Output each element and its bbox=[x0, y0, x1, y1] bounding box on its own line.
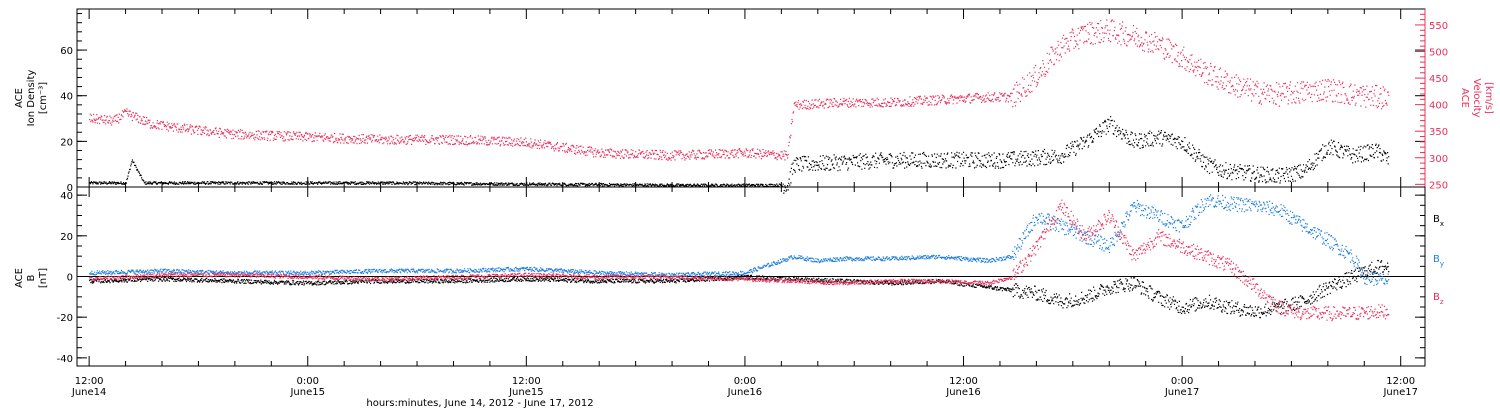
x-axis-title: hours:minutes, June 14, 2012 - June 17, … bbox=[366, 398, 593, 409]
ion-density-series bbox=[89, 116, 1390, 194]
velocity-series-points bbox=[89, 19, 1390, 161]
x-tick-label-time: 12:00 bbox=[512, 376, 541, 387]
legend-bz: Bz bbox=[1433, 292, 1444, 306]
y-tick-label-right: 300 bbox=[1429, 154, 1448, 165]
y-tick-label-bottom: 0 bbox=[67, 273, 73, 284]
y-tick-label-right: 500 bbox=[1429, 48, 1448, 59]
y-axis-title-bottom-2: [nT] bbox=[38, 268, 49, 288]
x-axis: 12:00June140:00June1512:00June150:00June… bbox=[71, 9, 1418, 398]
y-axis-title-bottom-0: ACE bbox=[14, 268, 25, 288]
y-tick-label-bottom: -40 bbox=[57, 354, 73, 365]
x-tick-label-time: 12:00 bbox=[75, 376, 104, 387]
y-tick-label-bottom: 40 bbox=[60, 191, 73, 202]
y-axis-title-bottom-1: B bbox=[26, 274, 37, 281]
y-axis-title-left-0: ACE bbox=[14, 88, 25, 108]
x-tick-label-time: 0:00 bbox=[297, 376, 319, 387]
y-tick-label-left: 60 bbox=[60, 46, 73, 57]
ion-density-series-points bbox=[89, 116, 1390, 194]
y-tick-label-right: 400 bbox=[1429, 101, 1448, 112]
y-tick-label-bottom: -20 bbox=[57, 313, 73, 324]
x-tick-label-date: June17 bbox=[1164, 387, 1200, 398]
x-tick-label-time: 0:00 bbox=[734, 376, 756, 387]
legend-bx: Bx bbox=[1433, 214, 1444, 228]
x-tick-label-date: June14 bbox=[71, 387, 107, 398]
x-tick-label-date: June17 bbox=[1382, 387, 1418, 398]
bx-series-points bbox=[89, 259, 1390, 319]
y-tick-label-left: 20 bbox=[60, 137, 73, 148]
by-series-points bbox=[89, 194, 1390, 286]
x-tick-label-time: 0:00 bbox=[1171, 376, 1193, 387]
x-tick-label-date: June15 bbox=[508, 387, 544, 398]
x-tick-label-time: 12:00 bbox=[949, 376, 978, 387]
y-tick-label-left: 40 bbox=[60, 92, 73, 103]
y-axis-title-left-1: Ion Density bbox=[26, 70, 37, 127]
x-tick-label-date: June15 bbox=[289, 387, 325, 398]
by-series bbox=[89, 194, 1390, 286]
x-tick-label-date: June16 bbox=[945, 387, 981, 398]
y-axis-title-right-1: Velocity bbox=[1471, 78, 1482, 117]
y-tick-label-right: 450 bbox=[1429, 74, 1448, 85]
y-tick-label-right: 350 bbox=[1429, 127, 1448, 138]
y-axis-title-left-2: [cm⁻³] bbox=[38, 82, 49, 114]
y-axis-title-right-0: ACE bbox=[1459, 88, 1470, 108]
x-tick-label-time: 12:00 bbox=[1386, 376, 1415, 387]
bottom-panel: -40 -20 0 20 40 ACE B [nT] Bx By Bz bbox=[14, 186, 1444, 367]
legend-by: By bbox=[1433, 254, 1444, 268]
top-panel-frame bbox=[76, 8, 1426, 188]
y-tick-label-right: 550 bbox=[1429, 21, 1448, 32]
velocity-series bbox=[89, 19, 1390, 161]
x-tick-label-date: June16 bbox=[727, 387, 763, 398]
y-axis-title-right-2: [km/s] bbox=[1483, 82, 1494, 114]
y-tick-label-bottom: 20 bbox=[60, 232, 73, 243]
bx-series bbox=[89, 259, 1390, 319]
y-tick-label-right: 250 bbox=[1429, 180, 1448, 191]
y-tick-label-left: 0 bbox=[67, 183, 73, 194]
